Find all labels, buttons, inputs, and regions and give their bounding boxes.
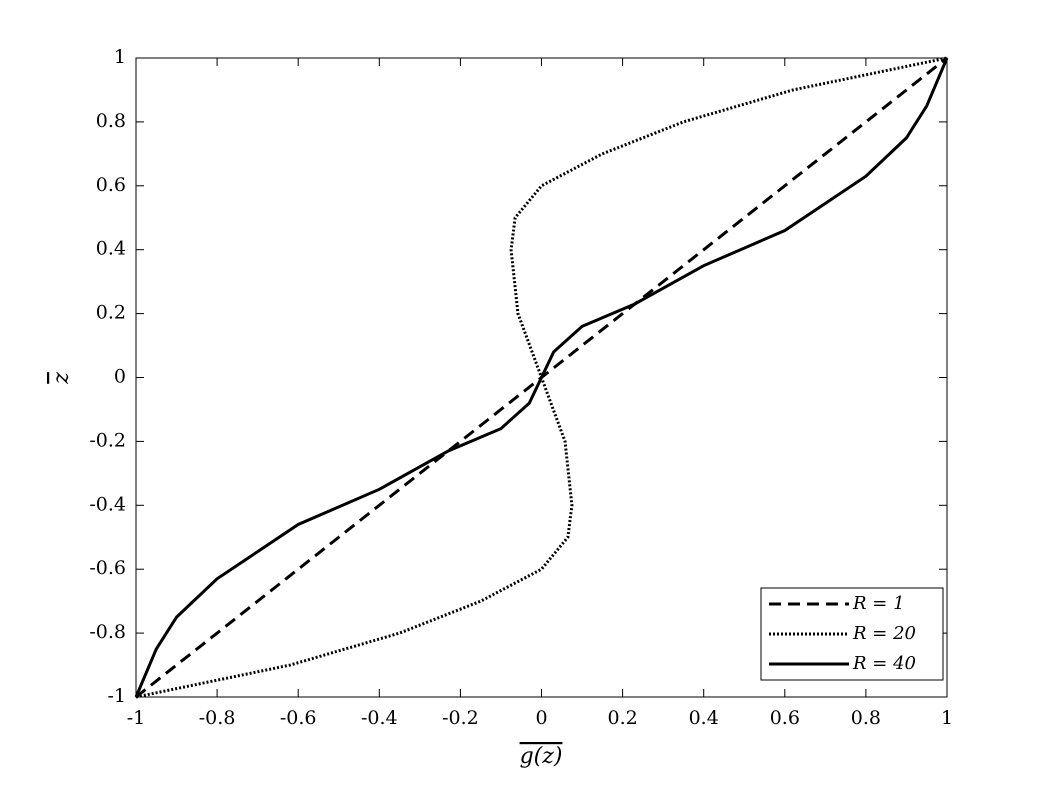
x-tick-label: -0.6 [280, 707, 317, 729]
line [134, 57, 949, 698]
y-tick-label: 0.8 [96, 110, 126, 132]
x-tick-label: 1 [941, 707, 953, 729]
y-tick-label: 0.4 [96, 238, 126, 260]
x-tick-label: -0.2 [442, 707, 479, 729]
x-tick-label: 0 [535, 707, 547, 729]
x-tick-label: -1 [127, 707, 146, 729]
y-tick-label: -0.8 [89, 621, 126, 643]
legend-label: R = 40 [852, 653, 916, 674]
y-tick-label: -0.4 [89, 493, 126, 515]
y-tick-label: -1 [107, 685, 126, 707]
y-tick-label: 0.2 [96, 302, 126, 324]
x-tick-label: 0.6 [770, 707, 800, 729]
y-tick-label: 1 [114, 46, 126, 68]
legend-label: R = 20 [852, 623, 916, 644]
y-tick-label: -0.2 [89, 429, 126, 451]
x-tick-label: -0.8 [199, 707, 236, 729]
y-tick-label: -0.6 [89, 557, 126, 579]
x-tick-label: 0.2 [607, 707, 637, 729]
x-tick-label: -0.4 [361, 707, 398, 729]
y-tick-label: 0 [114, 366, 126, 388]
x-tick-label: 0.4 [689, 707, 719, 729]
y-tick-label: 0.6 [96, 174, 126, 196]
x-tick-label: 0.8 [851, 707, 881, 729]
y-axis-label: z [49, 372, 74, 385]
x-axis-label: g(z) [520, 744, 563, 769]
legend-label: R = 1 [852, 593, 905, 614]
